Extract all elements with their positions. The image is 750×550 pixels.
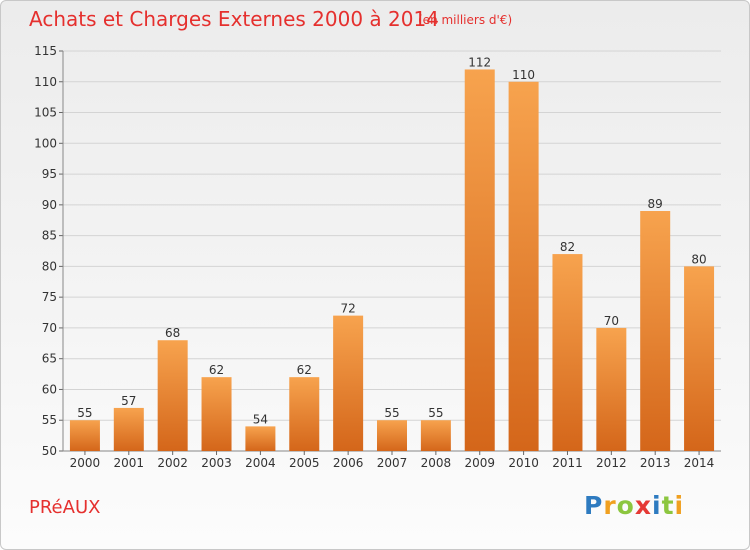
x-tick-label: 2001 [114, 456, 145, 470]
bar-2006 [333, 315, 364, 451]
data-label: 55 [77, 406, 92, 420]
y-tick-label: 85 [42, 229, 57, 243]
x-tick-label: 2012 [596, 456, 627, 470]
x-tick-label: 2004 [245, 456, 276, 470]
y-tick-label: 55 [42, 413, 57, 427]
bar-2014 [684, 266, 715, 451]
axes: 50 55 60 65 70 75 80 85 90 95 100 105 110 115 2000 2001… [34, 44, 721, 470]
x-tick-label: 2009 [464, 456, 495, 470]
data-labels: 55 57 68 62 54 62 72 55 55 112 110 82 70 89 80 [77, 55, 706, 426]
data-label: 110 [512, 68, 535, 82]
y-tick-label: 115 [34, 44, 57, 58]
bar-2011 [552, 254, 583, 451]
y-tick-label: 110 [34, 75, 57, 89]
logo-letter: i [674, 491, 685, 520]
bar-2000 [69, 420, 100, 451]
bars [69, 69, 715, 452]
y-tick-label: 95 [42, 167, 57, 181]
proxiti-logo[interactable]: Proxiti [584, 491, 684, 520]
data-label: 89 [648, 197, 663, 211]
x-tick-label: 2005 [289, 456, 320, 470]
data-label: 70 [604, 314, 619, 328]
x-tick-label: 2008 [421, 456, 452, 470]
logo-letter: t [661, 491, 675, 520]
y-tick-label: 80 [42, 259, 57, 273]
y-tick-label: 100 [34, 136, 57, 150]
x-tick-label: 2014 [684, 456, 715, 470]
chart-subtitle: (en milliers d'€) [418, 13, 513, 27]
bar-2001 [113, 407, 144, 451]
x-tick-label: 2000 [70, 456, 101, 470]
y-tick-label: 90 [42, 198, 57, 212]
data-label: 57 [121, 394, 136, 408]
y-tick-label: 50 [42, 444, 57, 458]
data-label: 55 [384, 406, 399, 420]
data-label: 54 [253, 412, 268, 426]
data-label: 55 [428, 406, 443, 420]
logo-letter: r [603, 491, 617, 520]
x-tick-label: 2011 [552, 456, 583, 470]
y-tick-label: 65 [42, 352, 57, 366]
y-tick-label: 105 [34, 106, 57, 120]
logo-letter: i [652, 491, 662, 520]
bar-2013 [640, 211, 671, 451]
bar-2009 [464, 69, 495, 451]
logo-letter: o [616, 491, 635, 520]
x-tick-label: 2010 [508, 456, 539, 470]
data-label: 80 [691, 252, 706, 266]
grid-lines [63, 50, 721, 452]
chart-title: Achats et Charges Externes 2000 à 2014 [29, 7, 439, 31]
x-tick-label: 2002 [157, 456, 188, 470]
x-tick-label: 2013 [640, 456, 671, 470]
logo-letter: x [634, 491, 652, 520]
data-label: 62 [209, 363, 224, 377]
x-tick-label: 2006 [333, 456, 364, 470]
logo-letter: P [584, 491, 604, 520]
bar-2004 [245, 426, 276, 451]
data-label: 112 [468, 55, 491, 69]
bar-2002 [157, 340, 188, 451]
commune-name: PRéAUX [29, 497, 101, 518]
bar-2012 [596, 327, 627, 451]
data-label: 68 [165, 326, 180, 340]
bar-2005 [289, 377, 320, 451]
bar-2003 [201, 377, 232, 451]
x-tick-label: 2003 [201, 456, 232, 470]
x-tick-label: 2007 [377, 456, 408, 470]
y-tick-label: 60 [42, 382, 57, 396]
y-tick-label: 70 [42, 321, 57, 335]
bar-2008 [420, 420, 451, 451]
data-label: 82 [560, 240, 575, 254]
data-label: 62 [297, 363, 312, 377]
bar-2010 [508, 81, 539, 452]
bar-2007 [377, 420, 407, 451]
y-tick-label: 75 [42, 290, 57, 304]
data-label: 72 [340, 302, 355, 316]
